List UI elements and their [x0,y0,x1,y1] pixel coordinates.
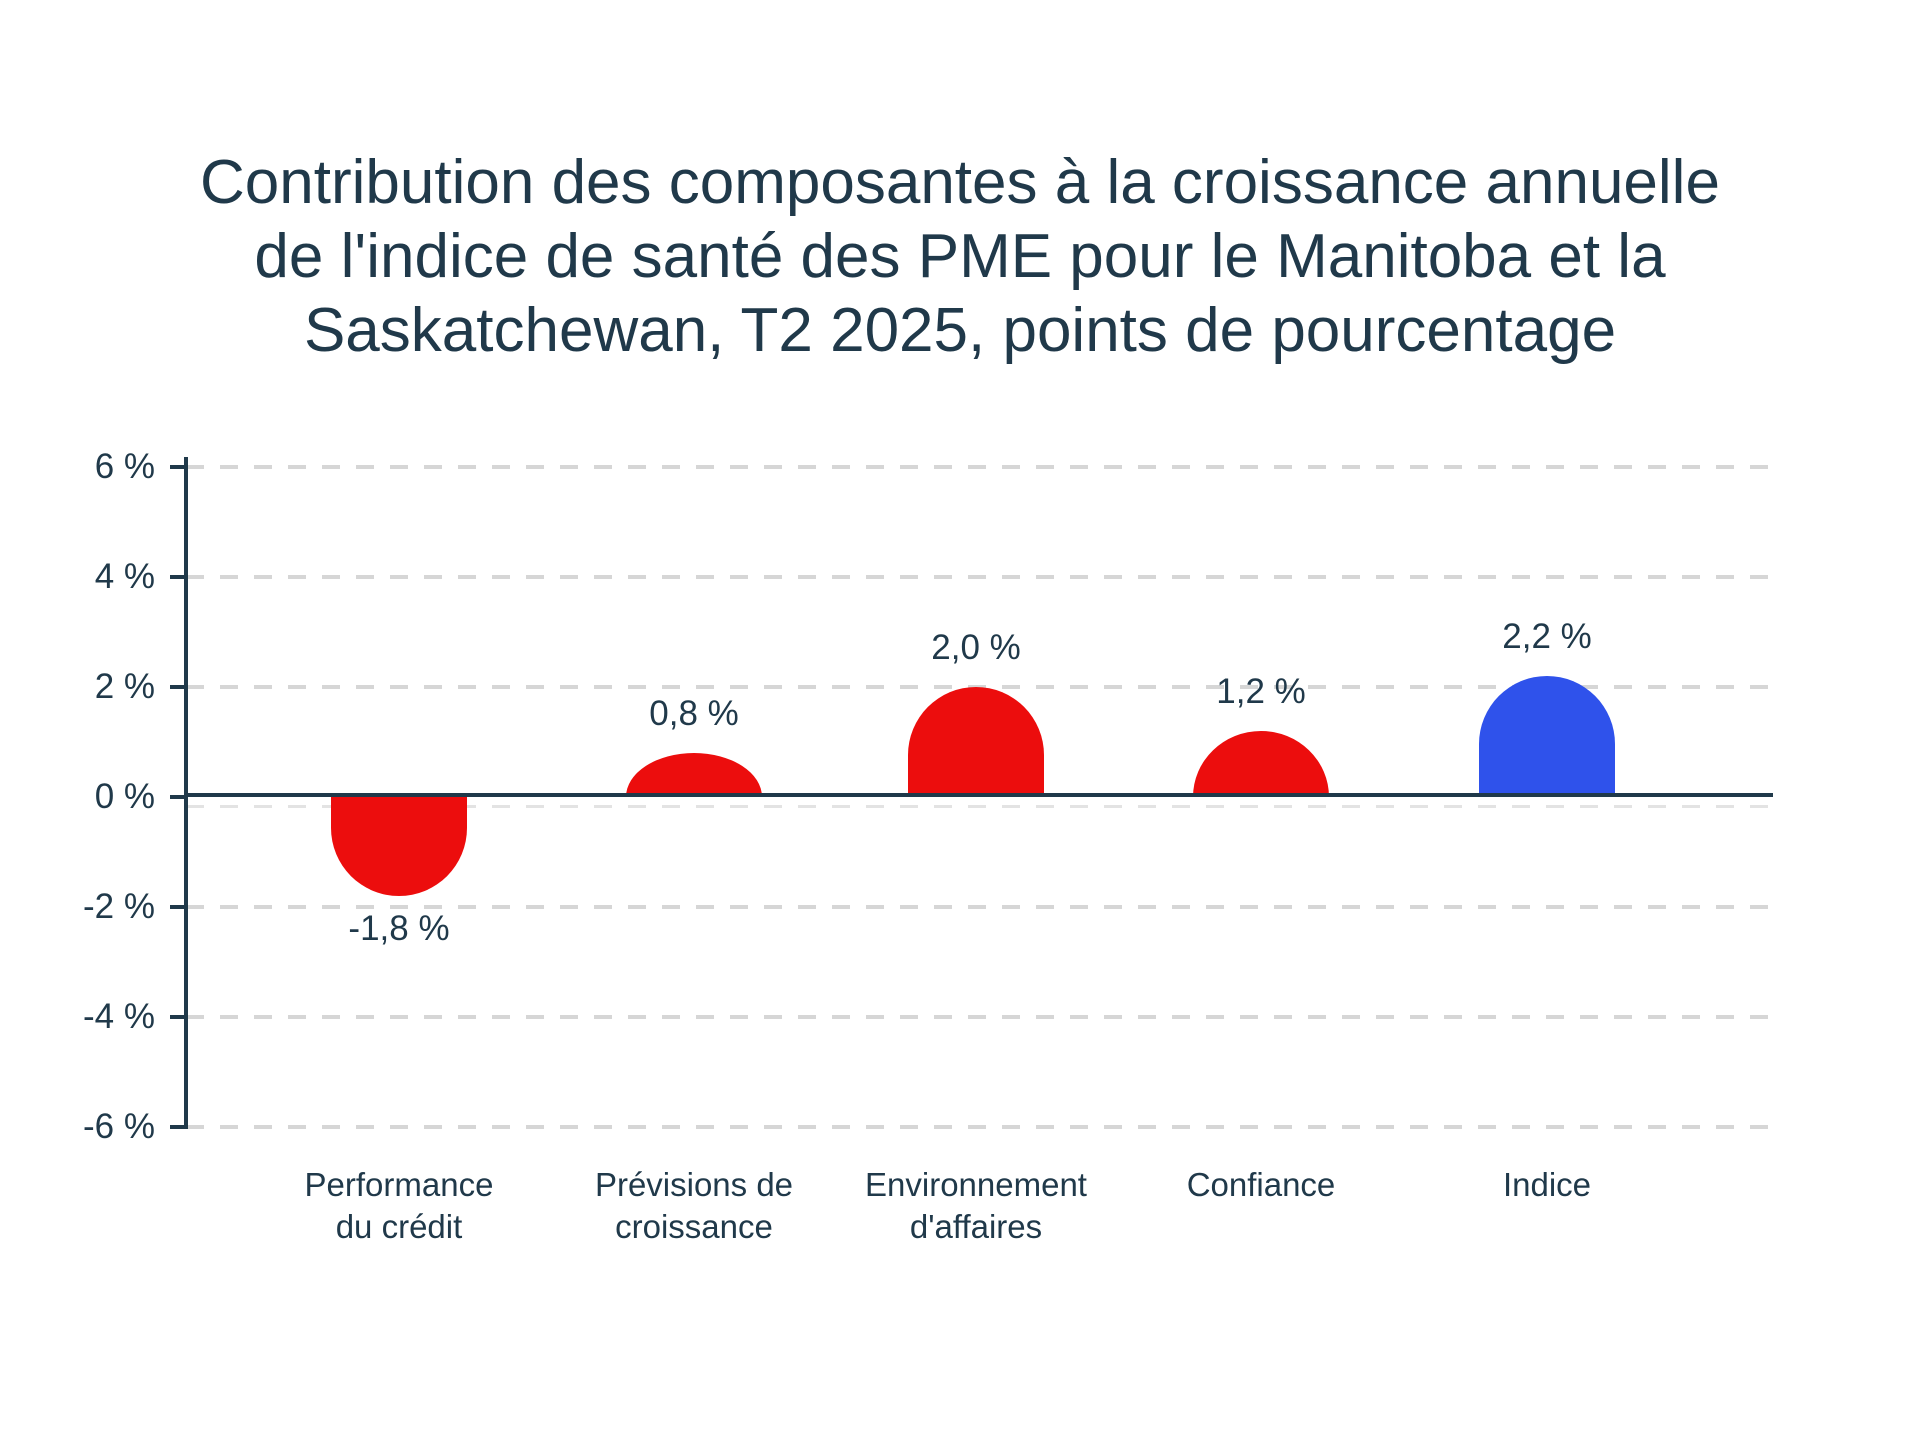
chart-title-line-1: Contribution des composantes à la croiss… [200,148,1720,217]
y-tick-label: 6 % [94,447,155,486]
y-tick-label: 2 % [94,667,155,706]
category-label: Confiance [1186,1166,1336,1203]
y-axis-tick [170,1015,187,1019]
gridline [186,575,1773,579]
chart-title-line-2: de l'indice de santé des PME pour le Man… [254,222,1666,291]
y-tick-label: -4 % [83,997,155,1036]
category-label: Indice [1502,1166,1592,1203]
chart-title-line-3: Saskatchewan, T2 2025, points de pourcen… [303,296,1617,365]
bar-value-label: -1,8 % [348,909,450,948]
gridline [186,1015,1773,1019]
bar-1 [331,797,467,896]
y-axis-tick [170,795,187,799]
y-axis-tick [170,1125,187,1129]
chart-title: Contribution des composantes à la croiss… [0,146,1920,368]
y-axis-tick [170,685,187,689]
category-label: Environnement d'affaires [865,1166,1087,1245]
category-label: Performance du crédit [304,1166,494,1245]
gridline [186,1125,1773,1129]
y-tick-label: -2 % [83,887,155,926]
x-axis-line [184,793,1773,797]
y-tick-label: -6 % [83,1107,155,1146]
bar-3 [908,687,1044,797]
y-axis-tick [170,465,187,469]
bar-5 [1479,676,1615,797]
bar-2 [626,753,762,797]
gridline [186,905,1773,909]
bar-4 [1193,731,1329,797]
bar-value-label: 1,2 % [1216,672,1306,711]
y-tick-label: 4 % [94,557,155,596]
y-axis-tick [170,905,187,909]
y-tick-label: 0 % [94,777,155,816]
y-axis-tick [170,575,187,579]
category-label: Prévisions de croissance [594,1166,794,1245]
bar-value-label: 2,0 % [931,628,1021,667]
gridline [186,465,1773,469]
gridline [186,805,1773,808]
bar-value-label: 2,2 % [1502,617,1592,656]
bar-value-label: 0,8 % [649,694,739,733]
